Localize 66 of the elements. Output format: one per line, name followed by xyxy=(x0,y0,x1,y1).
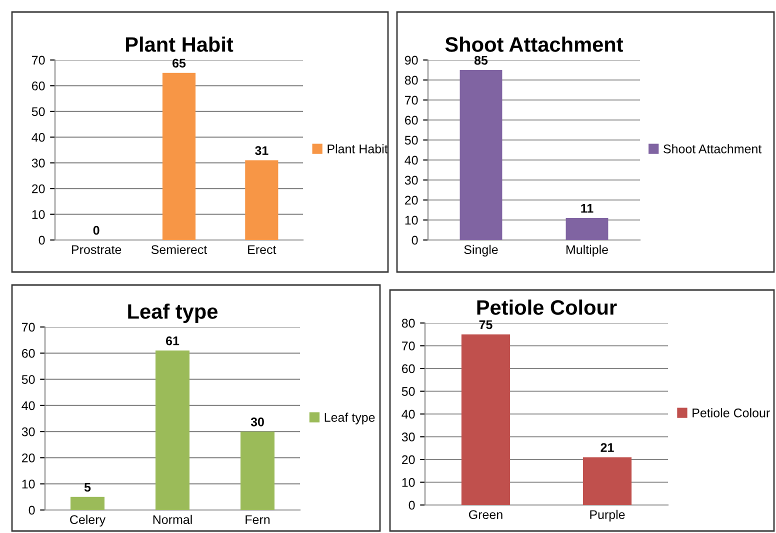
x-tick-label: Green xyxy=(469,510,502,520)
y-tick-label: 10 xyxy=(22,480,35,489)
chart-title: Leaf type xyxy=(128,304,218,323)
y-tick-label: 50 xyxy=(404,136,418,145)
y-tick-label: 60 xyxy=(22,348,35,358)
bar xyxy=(240,432,274,510)
x-tick-label: Semierect xyxy=(151,244,208,254)
y-tick-label: 60 xyxy=(32,82,45,90)
x-tick-label: Celery xyxy=(70,514,106,527)
y-tick-label: 10 xyxy=(32,210,45,219)
y-tick-label: 40 xyxy=(32,132,45,142)
x-tick-label: Purple xyxy=(590,510,625,522)
legend-label: Plant Habit xyxy=(328,144,388,154)
x-tick-label: Normal xyxy=(153,514,192,524)
y-tick-label: 20 xyxy=(22,454,35,462)
data-label: 31 xyxy=(255,146,268,156)
data-label: 5 xyxy=(84,482,91,492)
y-tick-label: 60 xyxy=(402,364,415,374)
x-tick-label: Erect xyxy=(248,245,276,254)
y-tick-label: 30 xyxy=(22,427,35,436)
y-tick-label: 40 xyxy=(22,401,35,410)
bar xyxy=(156,350,190,510)
y-tick-label: 0 xyxy=(38,236,45,245)
y-tick-label: 90 xyxy=(404,56,418,65)
y-tick-label: 70 xyxy=(402,342,415,350)
y-tick-label: 40 xyxy=(402,410,415,419)
y-tick-label: 0 xyxy=(28,506,35,515)
data-label: 11 xyxy=(581,204,594,213)
data-label: 30 xyxy=(250,417,264,426)
data-label: 85 xyxy=(474,56,488,65)
x-tick-label: Fern xyxy=(246,515,270,524)
data-label: 61 xyxy=(166,336,180,346)
y-tick-label: 50 xyxy=(402,387,415,396)
y-tick-label: 60 xyxy=(405,116,418,125)
y-tick-label: 20 xyxy=(402,455,415,464)
chart-title: Plant Habit xyxy=(126,36,234,52)
y-tick-label: 20 xyxy=(32,184,45,194)
y-tick-label: 20 xyxy=(405,196,418,205)
y-tick-label: 30 xyxy=(32,158,45,168)
y-tick-label: 10 xyxy=(405,216,418,225)
legend-label: Petiole Colour xyxy=(692,408,770,418)
y-tick-label: 0 xyxy=(412,236,418,245)
legend-label: Leaf type xyxy=(324,412,375,424)
y-tick-label: 80 xyxy=(404,76,418,85)
data-label: 75 xyxy=(479,320,492,330)
x-tick-label: Multiple xyxy=(566,244,608,257)
y-tick-label: 40 xyxy=(404,156,418,165)
y-tick-label: 70 xyxy=(22,322,35,332)
y-tick-label: 50 xyxy=(22,375,35,384)
bar xyxy=(70,496,104,510)
x-tick-label: Single xyxy=(464,244,498,257)
y-tick-label: 70 xyxy=(32,56,45,65)
legend-label: Shoot Attachment xyxy=(664,144,762,154)
y-tick-label: 70 xyxy=(405,96,418,105)
y-tick-label: 80 xyxy=(402,318,415,328)
x-tick-label: Prostrate xyxy=(72,245,122,254)
y-tick-label: 30 xyxy=(404,176,418,185)
data-label: 21 xyxy=(600,443,614,452)
data-label: 65 xyxy=(172,58,186,68)
chart-title: Petiole Colour xyxy=(477,300,617,315)
chart-title: Shoot Attachment xyxy=(445,36,624,52)
y-tick-label: 30 xyxy=(402,432,415,442)
y-tick-label: 50 xyxy=(32,107,45,116)
y-tick-label: 0 xyxy=(408,500,415,510)
data-label: 0 xyxy=(93,226,100,235)
y-tick-label: 10 xyxy=(402,478,415,487)
